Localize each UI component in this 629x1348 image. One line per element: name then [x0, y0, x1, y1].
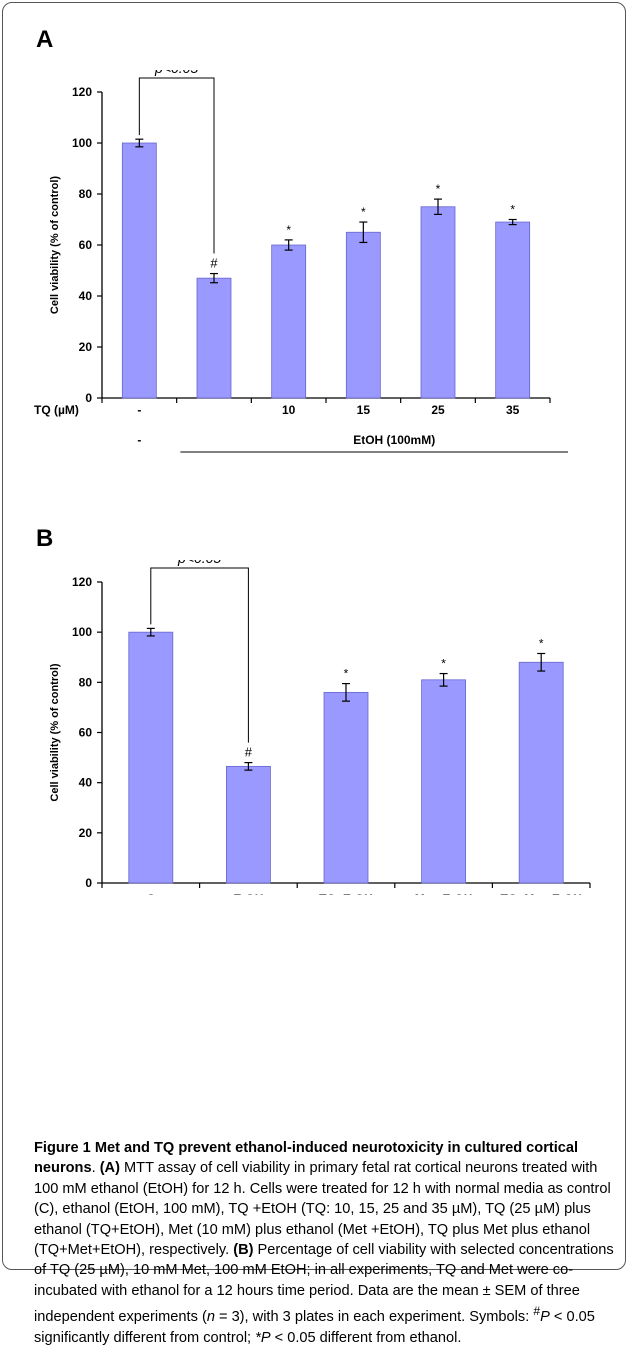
caption-p-var-2: P	[260, 1329, 271, 1346]
chart-a-category-label-3: 15	[357, 403, 371, 417]
chart-b-category-label-3: Met+EtOH	[415, 892, 473, 895]
chart-b-category-label-0: C	[146, 892, 155, 895]
chart-a-significance-marker-3: *	[361, 205, 366, 219]
chart-b-y-tick-label: 20	[79, 826, 93, 840]
chart-a-bar-0	[121, 142, 157, 399]
caption-text-sym2: < 0.05 different from ethanol.	[270, 1329, 462, 1346]
chart-a-category-label-2: 10	[282, 403, 296, 417]
chart-b-bar-3	[421, 679, 467, 884]
caption-title: Figure 1 Met and TQ prevent ethanol-indu…	[34, 1140, 579, 1177]
caption-sym-hash: #	[533, 1304, 541, 1319]
chart-a-bar-3	[345, 231, 381, 399]
caption-label-a: (A)	[99, 1160, 120, 1177]
chart-b-y-tick-label: 100	[72, 625, 92, 639]
chart-b-y-tick-label: 80	[79, 675, 93, 689]
chart-b-y-axis-label: Cell viability (% of control)	[49, 663, 61, 801]
figure-caption: Figure 1 Met and TQ prevent ethanol-indu…	[34, 1138, 624, 1348]
chart-b-p-value-annotation: p<0.05	[177, 560, 221, 566]
chart-b-bar-2	[323, 691, 369, 884]
chart-b-bar-1	[225, 765, 271, 884]
chart-b-category-label-2: TQ+EtOH	[319, 892, 373, 895]
panel-b-letter: B	[36, 525, 54, 552]
chart-a-category-label-5: 35	[506, 403, 520, 417]
caption-p-var-1: P	[540, 1309, 550, 1326]
chart-a-category-label-0: -	[137, 403, 141, 417]
chart-a-y-axis-label: Cell viability (% of control)	[49, 176, 61, 314]
chart-b-bar-4	[518, 661, 564, 884]
chart-b-significance-bracket	[150, 567, 249, 743]
chart-a-y-tick-label: 100	[72, 136, 92, 150]
chart-b: 0 20 40 60 80 100 120 Cell viability (% of cont…	[49, 560, 591, 895]
caption-title-end: .	[91, 1160, 100, 1177]
chart-a-y-tick-label: 40	[79, 289, 93, 303]
chart-a-significance-marker-5: *	[510, 203, 515, 217]
chart-a-p-value-annotation: p<0.05	[154, 70, 198, 76]
chart-a-bar-4	[420, 206, 456, 399]
chart-a-y-tick-label: 0	[85, 391, 92, 405]
chart-b-y-tick-label: 60	[79, 726, 93, 740]
chart-a-y-tick-label: 120	[72, 85, 92, 99]
chart-b-significance-marker-2: *	[344, 667, 349, 681]
chart-a: 0 20 40 60 80 100 120 Cell viability (% of cont…	[34, 70, 568, 453]
chart-b-y-tick-label: 120	[72, 575, 92, 589]
chart-a-bar-1	[196, 277, 232, 399]
caption-n-text: = 3), with 3 plates in each experiment. …	[214, 1309, 534, 1326]
chart-b-y-tick-label: 40	[79, 776, 93, 790]
chart-b-significance-marker-4: *	[539, 636, 544, 650]
chart-a-bar-2	[271, 244, 307, 399]
chart-a-second-row-first: -	[137, 433, 141, 447]
chart-b-bar-0	[128, 631, 174, 884]
chart-b-category-label-4: TQ+Met+EtOH	[501, 892, 582, 895]
chart-b-category-label-1: EtOH	[233, 892, 263, 895]
chart-a-x-row-label: TQ (µM)	[34, 403, 79, 417]
caption-n-var: n	[206, 1309, 215, 1326]
chart-a-significance-marker-2: *	[286, 223, 291, 237]
caption-label-b: (B)	[233, 1242, 254, 1259]
chart-b-significance-marker-3: *	[441, 657, 446, 671]
chart-a-y-tick-label: 80	[79, 187, 93, 201]
chart-b-y-tick-label: 0	[85, 876, 92, 890]
chart-a-y-tick-label: 20	[79, 340, 93, 354]
chart-a-significance-marker-4: *	[436, 182, 441, 196]
chart-a-y-tick-label: 60	[79, 238, 93, 252]
chart-a-significance-bracket	[138, 77, 215, 254]
chart-a-category-label-4: 25	[431, 403, 445, 417]
figure-frame	[2, 2, 626, 1270]
chart-a-significance-marker-1: #	[210, 256, 218, 271]
chart-b-significance-marker-1: #	[245, 745, 253, 760]
panel-a-letter: A	[36, 26, 54, 53]
chart-a-group-label: EtOH (100mM)	[353, 433, 435, 447]
chart-a-bar-5	[495, 221, 531, 399]
caption-text-a: MTT assay of cell viability in primary f…	[34, 1160, 611, 1259]
